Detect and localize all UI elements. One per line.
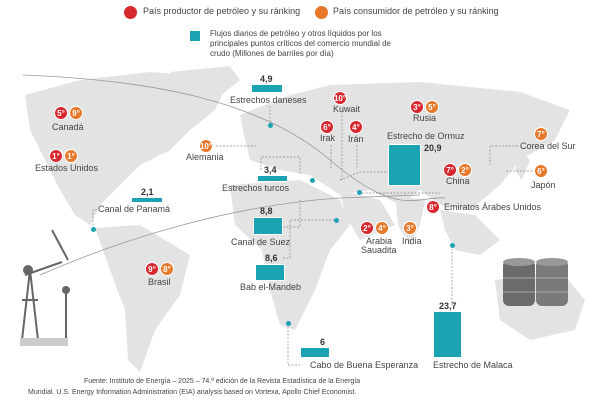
saudi-consumer-badge: 4° [375,221,389,235]
canada-label: Canadá [52,122,84,132]
uae-label: Emiratos Árabes Unidos [444,202,542,212]
bab-bar [255,264,285,281]
consumer-legend-label: País consumidor de petróleo y su ránking [333,6,499,16]
producer-legend-label: País productor de petróleo y su ránking [143,6,301,16]
russia-consumer-badge: 5° [425,100,439,114]
japan-consumer-badge: 6° [534,164,548,178]
india [395,195,425,245]
bab-value: 8,6 [265,253,278,263]
hormuz-dot [357,190,362,195]
germany-consumer-badge: 10° [199,139,213,153]
canada-producer-badge: 5° [54,106,68,120]
usa-producer-badge: 1° [49,149,63,163]
malacca-value: 23,7 [439,301,457,311]
greenland [170,66,240,100]
footnote-line-1: Fuente: Instituto de Energía – 2025 – 74… [84,378,361,385]
turkish-value: 3,4 [264,165,277,175]
iraq-producer-badge: 6° [320,120,334,134]
kuwait-producer-badge: 10° [333,91,347,105]
pumpjack-icon [20,229,70,346]
russia-producer-badge: 3° [410,100,424,114]
korea-consumer-badge: 7° [534,127,548,141]
cape-bar [300,347,330,358]
russia-label: Rusia [413,113,437,123]
malacca-bar [433,311,462,358]
flow-legend-label: Flujos diarios de petróleo y otros líqui… [210,29,391,58]
consumer-legend-icon [315,6,328,19]
route-arc-south [39,194,421,276]
brazil-producer-badge: 9° [145,262,159,276]
route-arc-north [22,74,446,202]
hormuz-value: 20,9 [424,143,442,153]
africa [230,180,350,330]
producer-legend-icon [124,6,137,19]
footnote-line-2: Mundial. U.S. Energy Information Adminis… [28,389,357,396]
cape-dot [286,321,291,326]
japan [515,150,530,180]
uae-producer-badge: 8° [426,200,440,214]
turkish-label: Estrechos turcos [222,183,290,193]
malacca-label: Estrecho de Malaca [433,360,513,370]
south-america [95,225,190,372]
danish-label: Estrechos daneses [230,95,307,105]
danish-value: 4,9 [260,74,273,84]
hormuz-label: Estrecho de Ormuz [387,131,465,141]
usa-consumer-badge: 1° [64,149,78,163]
brazil-label: Brasil [148,277,171,287]
germany-label: Alemania [186,152,224,162]
iraq-label: Irak [320,133,336,143]
panama-bar [131,197,163,203]
suez-bar [253,217,283,235]
japan-label: Japón [531,180,556,190]
saudi-label-1: Arabia [366,236,393,246]
malacca-dot [450,243,455,248]
usa-label: Estados Unidos [35,163,99,173]
danish-bar [251,84,283,93]
china-label: China [446,176,470,186]
brazil-consumer-badge: 8° [160,262,174,276]
kuwait-label: Kuwait [333,104,361,114]
cape-value: 6 [320,337,326,347]
iran-label: Irán [348,134,364,144]
suez-value: 8,8 [260,206,273,216]
panama-value: 2,1 [141,187,154,197]
china-consumer-badge: 2° [458,163,472,177]
panama-label: Canal de Panamá [98,204,171,214]
bab-label: Bab el-Mandeb [240,282,302,292]
iran-producer-badge: 4° [349,120,363,134]
turkish-dot [310,178,315,183]
saudi-label-2: Sauadita [361,245,397,255]
china-producer-badge: 7° [443,163,457,177]
suez-label: Canal de Suez [231,237,291,247]
southeast-asia [440,210,500,255]
hormuz-bar [388,144,421,186]
danish-dot [268,123,273,128]
india-consumer-badge: 3° [403,221,417,235]
canada-consumer-badge: 9° [69,106,83,120]
turkish-bar [257,175,288,182]
korea-label: Corea del Sur [520,141,576,151]
oil-barrels-icon [503,258,568,306]
cape-label: Cabo de Buena Esperanza [310,360,419,370]
flow-legend-icon [190,31,200,41]
bab-dot [334,218,339,223]
panama-dot [91,227,96,232]
saudi-producer-badge: 2° [360,221,374,235]
india-label: India [402,236,422,246]
